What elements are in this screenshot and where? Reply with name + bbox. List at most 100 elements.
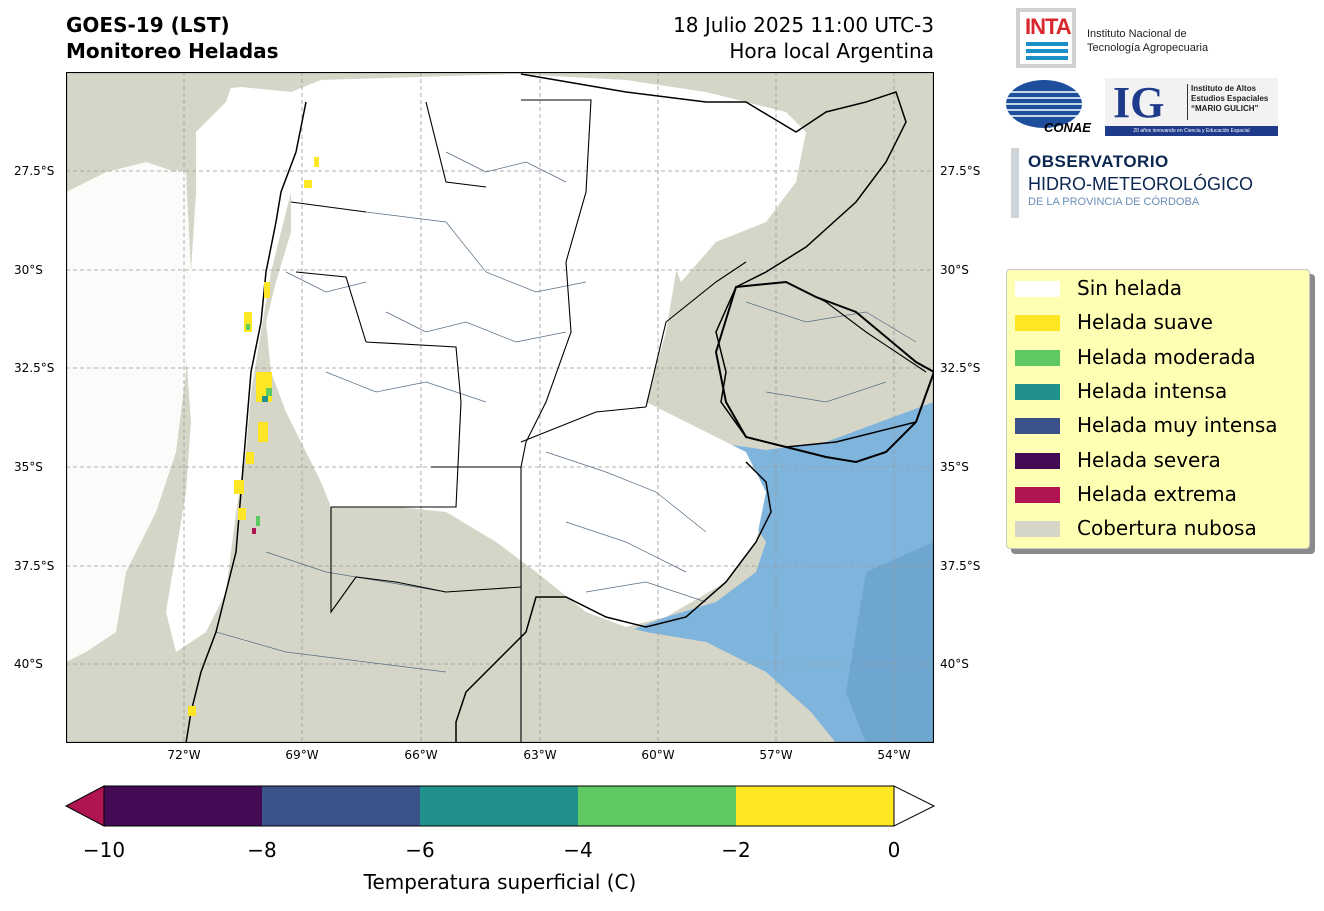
colorbar-segment xyxy=(420,786,578,826)
map-title: GOES-19 (LST) Monitoreo Heladas xyxy=(66,12,279,64)
legend-label: Helada severa xyxy=(1077,447,1221,472)
title-line-2: Monitoreo Heladas xyxy=(66,39,279,63)
legend-label: Helada intensa xyxy=(1077,378,1228,403)
conae-logo: CONAE xyxy=(1006,80,1091,135)
colorbar-segment xyxy=(736,786,894,826)
lat-tick-left: 32.5°S xyxy=(14,361,55,375)
colorbar-over-triangle xyxy=(893,785,936,827)
lat-tick-right: 35°S xyxy=(940,460,969,474)
legend-swatch xyxy=(1015,349,1060,366)
ig-text-line-1: Instituto de Altos xyxy=(1191,84,1257,93)
cloud-patch-entre-rios xyxy=(716,202,934,432)
colorbar-label: Temperatura superficial (C) xyxy=(363,870,637,894)
colorbar-segment xyxy=(104,786,262,826)
ig-tagline: 20 años innovando en Ciencia y Educación… xyxy=(1105,126,1278,136)
inta-name-line-1: Instituto Nacional de xyxy=(1087,28,1187,40)
legend: Sin helada Helada suave Helada moderada Hel… xyxy=(1006,269,1310,549)
colorbar-segment xyxy=(262,786,420,826)
legend-swatch xyxy=(1015,315,1060,332)
lon-tick: 69°W xyxy=(285,748,319,762)
frost-marker-suave xyxy=(258,422,268,442)
frost-marker-suave xyxy=(188,706,196,716)
colorbar-tick: −4 xyxy=(563,838,593,862)
ig-mark: IG xyxy=(1113,78,1165,127)
legend-label: Helada moderada xyxy=(1077,344,1256,369)
legend-swatch xyxy=(1015,418,1060,435)
lat-tick-left: 37.5°S xyxy=(14,559,55,573)
colorbar-tick: −10 xyxy=(82,838,126,862)
lon-tick: 66°W xyxy=(404,748,438,762)
colorbar xyxy=(64,785,936,827)
frost-marker-suave xyxy=(238,508,246,520)
legend-swatch xyxy=(1015,383,1060,400)
clear-land-chile-coast xyxy=(66,162,191,662)
lat-tick-left: 35°S xyxy=(14,460,43,474)
ocean-deep xyxy=(846,542,934,743)
frost-marker-intensa xyxy=(262,396,268,402)
clear-land-andes xyxy=(166,87,291,652)
frost-marker-extrema xyxy=(252,528,256,534)
ig-logo: IG Instituto de Altos Estudios Espaciale… xyxy=(1105,78,1278,136)
inta-mark: INTA xyxy=(1025,14,1072,39)
lat-tick-right: 27.5°S xyxy=(940,164,981,178)
frost-marker-suave xyxy=(234,480,244,494)
frost-map xyxy=(66,72,934,743)
observatorio-line-1: OBSERVATORIO xyxy=(1028,152,1169,171)
lon-tick: 60°W xyxy=(641,748,675,762)
legend-swatch xyxy=(1015,452,1060,469)
legend-label: Sin helada xyxy=(1077,276,1183,300)
colorbar-tick: −8 xyxy=(247,838,277,862)
uruguay-border xyxy=(714,280,934,464)
frost-marker-suave xyxy=(246,452,254,464)
lat-tick-left: 27.5°S xyxy=(14,164,55,178)
inta-name: Instituto Nacional de Tecnología Agropec… xyxy=(1087,27,1208,55)
cloud-patch-west xyxy=(66,72,236,192)
frost-marker-suave xyxy=(244,312,252,332)
legend-label: Cobertura nubosa xyxy=(1077,516,1257,541)
frost-marker-suave xyxy=(304,180,312,188)
lat-tick-left: 40°S xyxy=(14,657,43,671)
frost-marker-moderada xyxy=(246,324,250,330)
frost-marker-moderada xyxy=(256,516,260,526)
ig-text-line-2: Estudios Espaciales xyxy=(1191,94,1269,103)
lon-tick: 54°W xyxy=(877,748,911,762)
colorbar-tick: −2 xyxy=(721,838,751,862)
department-lines xyxy=(215,151,917,673)
lon-tick: 72°W xyxy=(167,748,201,762)
lat-tick-right: 32.5°S xyxy=(940,361,981,375)
frost-marker-suave xyxy=(314,157,319,167)
frost-marker-moderada xyxy=(266,388,272,396)
cloud-patch-patagonia xyxy=(66,472,646,743)
datetime-line-1: 18 Julio 2025 11:00 UTC-3 xyxy=(673,13,934,37)
colorbar-tick: 0 xyxy=(887,838,901,862)
clear-land-central xyxy=(266,74,786,627)
colorbar-under-triangle xyxy=(64,785,105,827)
inta-name-line-2: Tecnología Agropecuaria xyxy=(1087,42,1209,54)
lat-tick-left: 30°S xyxy=(14,263,43,277)
observatorio-line-3: DE LA PROVINCIA DE CÓRDOBA xyxy=(1028,196,1200,208)
observatorio-bar xyxy=(1011,148,1019,218)
legend-label: Helada muy intensa xyxy=(1077,413,1278,438)
lat-tick-right: 37.5°S xyxy=(940,559,981,573)
legend-label: Helada extrema xyxy=(1077,481,1237,506)
legend-swatch xyxy=(1015,281,1060,297)
legend-swatch xyxy=(1015,521,1060,538)
datetime-line-2: Hora local Argentina xyxy=(729,39,934,63)
conae-mark: CONAE xyxy=(1044,120,1091,135)
colorbar-frame xyxy=(103,785,895,827)
map-frame xyxy=(66,72,934,743)
colorbar-segment xyxy=(578,786,736,826)
legend-swatch xyxy=(1015,486,1060,503)
frost-marker-suave xyxy=(264,282,270,298)
title-line-1: GOES-19 (LST) xyxy=(66,13,230,37)
clear-land-mesopotamia xyxy=(666,112,806,282)
frost-markers xyxy=(188,157,319,716)
lon-tick: 63°W xyxy=(523,748,557,762)
lon-tick: 57°W xyxy=(759,748,793,762)
ig-text-line-3: “MARIO GULICH” xyxy=(1191,104,1259,113)
legend-label: Helada suave xyxy=(1077,310,1213,335)
inta-logo: INTA xyxy=(1016,8,1076,68)
lat-tick-right: 40°S xyxy=(940,657,969,671)
colorbar-tick: −6 xyxy=(405,838,435,862)
observatorio-line-2: HIDRO-METEOROLÓGICO xyxy=(1028,174,1254,194)
